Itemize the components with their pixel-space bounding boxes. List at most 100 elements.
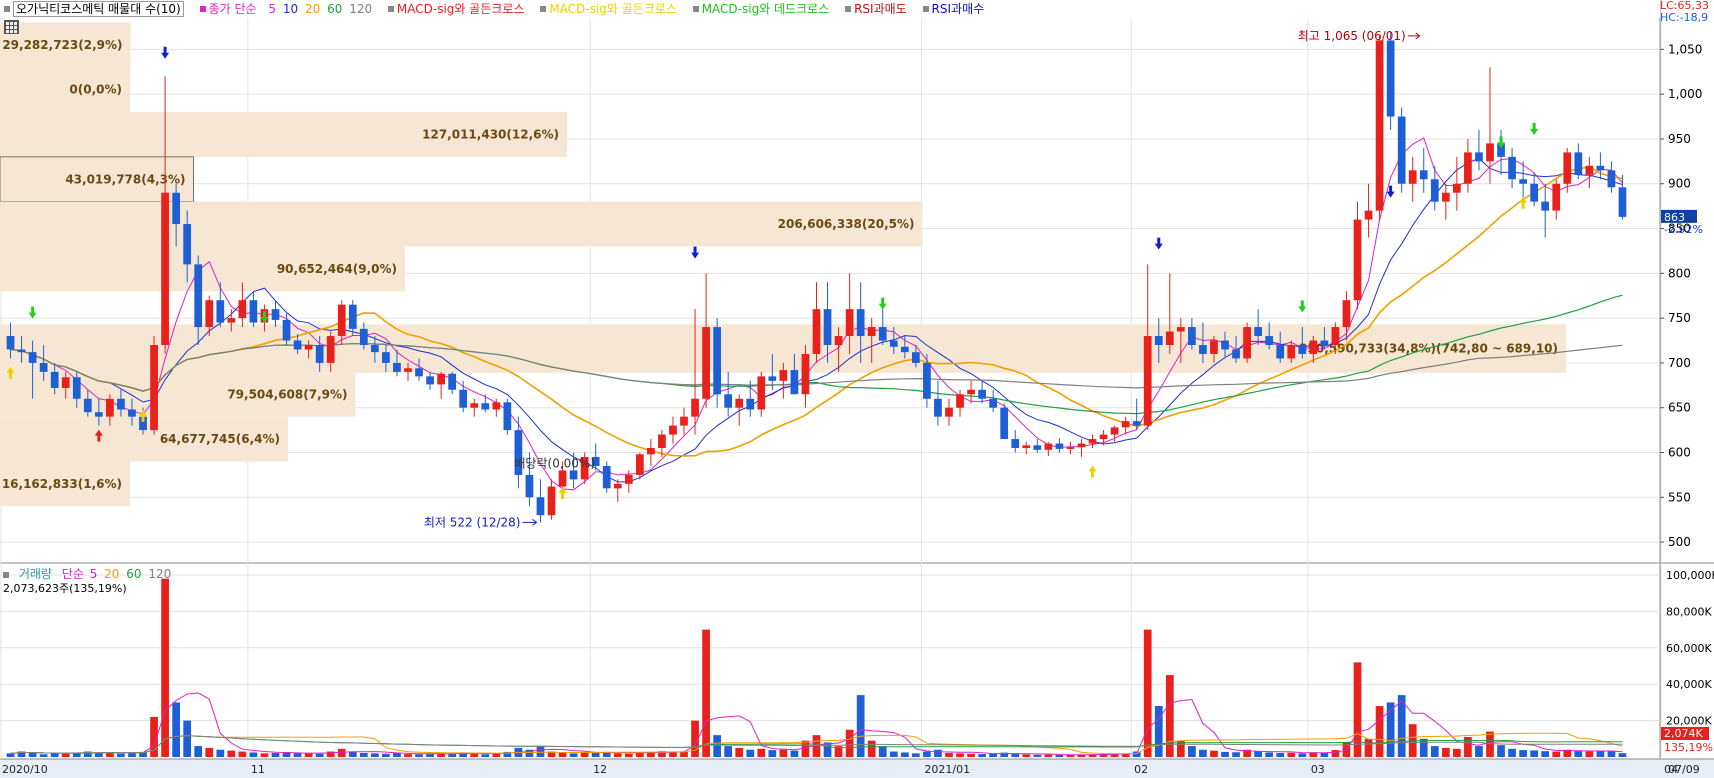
volume-bar	[337, 748, 346, 757]
price-axis-label: 950	[1668, 132, 1691, 146]
corner-info: LC:65,33 HC:-18,9	[1660, 0, 1714, 24]
candle-body	[1320, 340, 1329, 345]
candle-body	[437, 373, 445, 385]
candle-body	[878, 327, 887, 341]
vol-ma120[interactable]: 120	[148, 567, 172, 581]
rsi-buy-arrow	[1154, 237, 1163, 250]
candle	[1099, 430, 1108, 446]
macd-dead-legend[interactable]: MACD-sig와 데드크로스	[701, 2, 830, 16]
macd-golden2-legend[interactable]: MACD-sig와 골든크로스	[549, 2, 677, 16]
macd-dead-arrow	[28, 306, 37, 319]
vol-ma60[interactable]: 60	[126, 567, 142, 581]
volume-ma-label[interactable]: 단순	[61, 567, 84, 581]
price-axis: 1,050 1,000 950 900 850 800 750 700 650 600 550 500…	[1660, 42, 1703, 549]
candle	[172, 183, 180, 247]
volume-axis-label: 40,000K	[1666, 678, 1712, 691]
vol-ma20[interactable]: 20	[104, 567, 120, 581]
candle-body	[978, 389, 986, 399]
candle-body	[1508, 156, 1516, 180]
ma60-legend[interactable]: 60	[327, 2, 343, 16]
volume-title[interactable]: 거래량	[18, 567, 52, 581]
candle	[1077, 439, 1086, 457]
candle	[658, 430, 666, 457]
volume-bar	[1441, 747, 1450, 757]
candle-body	[1419, 170, 1428, 180]
ma10-legend[interactable]: 10	[282, 2, 299, 16]
date-label: 02	[1134, 763, 1148, 776]
candle-body	[989, 398, 998, 408]
candle-body	[1121, 421, 1130, 428]
candle	[923, 353, 931, 408]
macd-golden-legend[interactable]: MACD-sig와 골든크로스	[396, 2, 525, 16]
volume-bar	[227, 750, 236, 757]
candle	[94, 398, 103, 426]
candle-body	[680, 416, 688, 426]
rsi-sell-legend[interactable]: RSI과매도	[854, 2, 907, 16]
volume-current-tag-value: 2,074K	[1664, 727, 1703, 740]
volume-bar	[591, 752, 600, 757]
candle-body	[1596, 165, 1605, 171]
grid-toggle-icon[interactable]	[4, 20, 19, 34]
volume-profile-label: 64,677,745(6,4%)	[160, 432, 280, 446]
candle	[1430, 165, 1439, 211]
candle	[878, 309, 887, 345]
volume-bar	[1486, 731, 1494, 757]
volume-bar	[647, 752, 655, 757]
candle-body	[1287, 344, 1296, 359]
date-label: 12	[593, 763, 607, 776]
volume-bar	[28, 752, 37, 757]
ma20-legend[interactable]: 20	[304, 2, 321, 16]
low-price-label: 최저 522 (12/28)	[424, 515, 521, 529]
candle-body	[702, 327, 710, 399]
candle	[1353, 201, 1362, 310]
candle-body	[669, 425, 677, 435]
candle	[1441, 183, 1450, 220]
candle-body	[1000, 407, 1009, 440]
candle	[978, 380, 986, 404]
candle-body	[448, 373, 457, 390]
candle-body	[1132, 421, 1141, 426]
candle	[1574, 143, 1583, 180]
volume-bar	[17, 751, 26, 757]
candle	[967, 380, 975, 404]
candle	[691, 309, 699, 435]
ma120-legend[interactable]: 120	[349, 2, 373, 16]
price-axis-label: 600	[1668, 445, 1691, 459]
candle	[415, 358, 423, 381]
candle	[1044, 441, 1053, 457]
volume-bar	[1132, 751, 1141, 757]
macd-dead-arrow	[1530, 122, 1539, 135]
volume-bar	[139, 751, 147, 757]
volume-profile-bar	[0, 112, 567, 157]
candle	[459, 380, 468, 413]
volume-bar	[779, 749, 788, 757]
candle-body	[845, 309, 854, 337]
candle	[492, 398, 501, 417]
candle-body	[569, 470, 578, 480]
volume-bar	[293, 753, 302, 757]
stock-name-legend[interactable]: 오가닉티코스메틱 매물대 수(10)	[13, 1, 184, 17]
volume-bar	[1022, 754, 1031, 757]
candle	[50, 362, 59, 395]
candle	[1188, 318, 1196, 350]
rsi-buy-legend[interactable]: RSI과매수	[931, 2, 985, 16]
vol-ma5[interactable]: 5	[89, 567, 98, 581]
volume-bar	[1364, 738, 1373, 757]
candle	[249, 291, 258, 328]
candle	[1331, 322, 1340, 354]
candle-body	[1530, 183, 1539, 202]
volume-bar	[271, 752, 280, 757]
candle-body	[61, 377, 70, 388]
candle	[1541, 183, 1550, 238]
ma5-legend[interactable]: 5	[268, 2, 277, 16]
price-axis-label: 550	[1668, 490, 1691, 504]
volume-bar	[1243, 749, 1251, 757]
ma-legend-label[interactable]: 종가 단순	[208, 2, 257, 16]
volume-bar	[1066, 754, 1075, 757]
volume-bar	[1176, 740, 1185, 757]
candle-body	[724, 394, 733, 408]
candle	[6, 322, 15, 359]
volume-profile-bar	[0, 372, 356, 417]
price-axis-label: 750	[1668, 311, 1691, 325]
